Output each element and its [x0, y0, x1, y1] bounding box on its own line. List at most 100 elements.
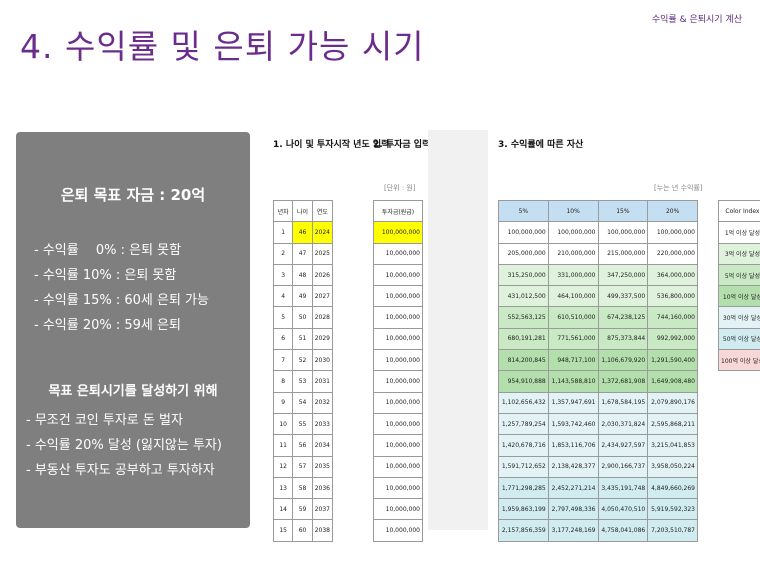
- table-row: 10,000,000: [373, 370, 423, 393]
- table-cell: 2037: [311, 498, 334, 521]
- table-cell: 10,000,000: [373, 434, 423, 457]
- table-cell: 55: [292, 412, 313, 436]
- table-cell: 1,591,712,652: [498, 455, 549, 478]
- invest-table: 투자금(원급) 100,000,000 10,000,000 10,000,000 1…: [373, 199, 423, 542]
- table-cell: 50: [292, 306, 313, 329]
- table-cell: 2036: [311, 476, 334, 500]
- table-row: 10,000,000: [373, 412, 423, 436]
- table-row: 4 49 2027: [272, 285, 334, 308]
- table-cell: 100,000,000: [597, 221, 649, 244]
- legend-label: 100억 이상 달성: [718, 349, 760, 372]
- table-cell: 364,000,000: [647, 263, 698, 287]
- legend-item: 5억 이상 달성: [718, 263, 760, 287]
- rate-item: - 수익률 10% : 은퇴 못함: [34, 268, 177, 283]
- table-cell: 744,160,000: [647, 306, 698, 329]
- table-cell: 1,959,863,199: [498, 498, 549, 521]
- table-cell: 680,191,281: [498, 327, 549, 351]
- table-row: 1 46 2024: [272, 221, 334, 244]
- table-cell: 5,919,592,323: [647, 498, 698, 521]
- table-cell: 610,510,000: [547, 306, 599, 329]
- table-row: 10,000,000: [373, 327, 423, 351]
- table-cell: 205,000,000: [498, 242, 549, 265]
- table-cell: 100,000,000: [498, 221, 549, 244]
- table-cell: 1,771,298,285: [498, 476, 549, 500]
- table-cell: 46: [292, 221, 313, 244]
- table-cell: 1,678,584,195: [597, 391, 649, 414]
- table-row: 10,000,000: [373, 476, 423, 500]
- legend-label: 10억 이상 달성: [718, 285, 760, 308]
- column-header: 년차: [272, 199, 294, 223]
- table-cell: 1,593,742,460: [547, 412, 599, 436]
- table-cell: 8: [272, 370, 294, 393]
- table-header-row: Color Index: [718, 199, 760, 223]
- table-cell: 215,000,000: [597, 242, 649, 265]
- table-row: 431,012,500 464,100,000 499,337,500 536,800…: [498, 285, 698, 308]
- table-cell: 3: [272, 263, 294, 287]
- table-cell: 10,000,000: [373, 349, 423, 372]
- table-cell: 10,000,000: [373, 242, 423, 265]
- legend-label: 1억 이상 달성: [718, 221, 760, 244]
- table-cell: 2,900,166,737: [597, 455, 649, 478]
- table-cell: 4,849,660,269: [647, 476, 698, 500]
- table-row: 100,000,000 100,000,000 100,000,000 100,000…: [498, 221, 698, 244]
- table-row: 1,959,863,199 2,797,498,336 4,050,470,510 5…: [498, 498, 698, 521]
- table-header-row: 5% 10% 15% 20%: [498, 199, 698, 223]
- table-row: 6 51 2029: [272, 327, 334, 351]
- table-cell: 2025: [311, 242, 334, 265]
- table-row: 100,000,000: [373, 221, 423, 244]
- table-header-row: 투자금(원급): [373, 199, 423, 223]
- rate-list: - 수익률 0% : 은퇴 못함 - 수익률 10% : 은퇴 못함 - 수익률…: [34, 238, 209, 338]
- table-cell: 4: [272, 285, 294, 308]
- table-cell: 4,758,041,086: [597, 519, 649, 542]
- table-row: 954,910,888 1,143,588,810 1,372,681,908 1,6…: [498, 370, 698, 393]
- invest-unit-note: [단위 : 원]: [384, 184, 416, 192]
- table-row: 3 48 2026: [272, 263, 334, 287]
- table-cell: 2035: [311, 455, 334, 478]
- table-cell: 2,452,271,214: [547, 476, 599, 500]
- table-row: 10,000,000: [373, 498, 423, 521]
- table-cell: 536,800,000: [647, 285, 698, 308]
- table-cell: 2026: [311, 263, 334, 287]
- table-cell: 552,563,125: [498, 306, 549, 329]
- table-cell: 5: [272, 306, 294, 329]
- table-cell: 347,250,000: [597, 263, 649, 287]
- table-cell: 3,958,050,224: [647, 455, 698, 478]
- table-cell: 2034: [311, 434, 334, 457]
- gray-separator: [428, 130, 488, 530]
- table-cell: 6: [272, 327, 294, 351]
- table-cell: 3,177,248,169: [547, 519, 599, 542]
- table-cell: 1: [272, 221, 294, 244]
- table-cell: 52: [292, 349, 313, 372]
- table-row: 10,000,000: [373, 285, 423, 308]
- table-row: 2 47 2025: [272, 242, 334, 265]
- table-cell: 2,595,868,211: [647, 412, 698, 436]
- table-cell: 10,000,000: [373, 391, 423, 414]
- table-row: 315,250,000 331,000,000 347,250,000 364,000…: [498, 263, 698, 287]
- table-cell: 49: [292, 285, 313, 308]
- table-cell: 2028: [311, 306, 334, 329]
- plan-item: - 부동산 투자도 공부하고 투자하자: [26, 463, 215, 478]
- corner-label: 수익률 & 은퇴시기 계산: [651, 15, 742, 25]
- legend-label: 50억 이상 달성: [718, 327, 760, 351]
- table-row: 1,102,656,432 1,357,947,691 1,678,584,195 2…: [498, 391, 698, 414]
- table-row: 10,000,000: [373, 242, 423, 265]
- table-cell: 100,000,000: [547, 221, 599, 244]
- table-cell: 1,106,679,920: [597, 349, 649, 372]
- table-cell: 10,000,000: [373, 306, 423, 329]
- table-cell: 315,250,000: [498, 263, 549, 287]
- table-cell: 1,291,590,400: [647, 349, 698, 372]
- table-cell: 48: [292, 263, 313, 287]
- table-cell: 331,000,000: [547, 263, 599, 287]
- table-row: 205,000,000 210,000,000 215,000,000 220,000…: [498, 242, 698, 265]
- invest-section-title: 2. 투자금 입력: [373, 140, 431, 150]
- asset-section-title: 3. 수익률에 따른 자산: [498, 140, 584, 150]
- column-header: 15%: [597, 199, 649, 223]
- legend-item: 1억 이상 달성: [718, 221, 760, 244]
- table-cell: 1,102,656,432: [498, 391, 549, 414]
- rate-item: - 수익률 20% : 59세 은퇴: [34, 318, 181, 333]
- table-row: 814,200,845 948,717,100 1,106,679,920 1,291…: [498, 349, 698, 372]
- table-row: 9 54 2032: [272, 391, 334, 414]
- table-cell: 47: [292, 242, 313, 265]
- table-cell: 4,050,470,510: [597, 498, 649, 521]
- table-row: 680,191,281 771,561,000 875,373,844 992,992…: [498, 327, 698, 351]
